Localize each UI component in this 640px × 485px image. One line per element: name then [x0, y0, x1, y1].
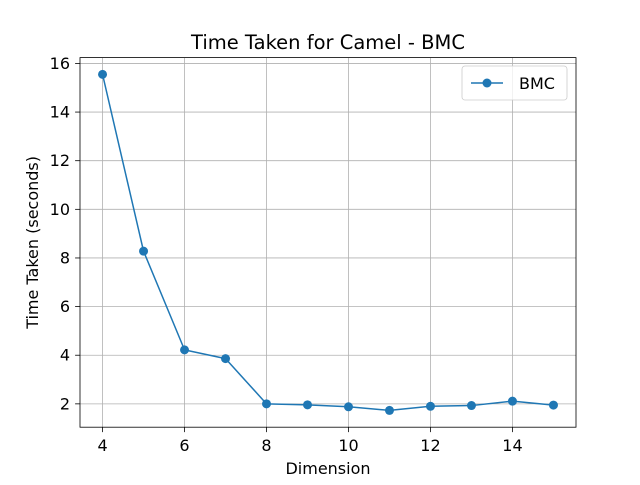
chart-title: Time Taken for Camel - BMC	[190, 31, 465, 54]
data-point	[98, 69, 108, 79]
data-point	[221, 354, 231, 364]
y-tick-label: 4	[60, 346, 70, 365]
data-point	[303, 400, 313, 410]
y-tick-label: 14	[50, 103, 70, 122]
y-ticks: 2 4 6 8 10 12 14 16	[50, 54, 80, 413]
y-tick-label: 8	[60, 248, 70, 267]
data-point	[384, 405, 394, 415]
legend-box	[461, 65, 568, 101]
x-tick-label: 14	[502, 436, 522, 455]
x-ticks: 4 6 8 10 12 14	[97, 427, 523, 455]
data-point	[548, 400, 558, 410]
y-tick-label: 16	[50, 54, 70, 73]
y-tick-label: 6	[60, 297, 70, 316]
x-tick-label: 4	[97, 436, 107, 455]
legend-label: BMC	[519, 74, 555, 93]
plot-frame	[79, 57, 577, 428]
grid	[80, 57, 576, 428]
data-point	[139, 246, 149, 256]
x-tick-label: 12	[420, 436, 440, 455]
series-markers	[98, 69, 558, 415]
x-tick-label: 8	[261, 436, 271, 455]
data-point	[507, 396, 517, 406]
data-point	[466, 401, 476, 411]
y-tick-label: 10	[50, 200, 70, 219]
x-tick-label: 6	[179, 436, 189, 455]
data-point	[343, 402, 353, 412]
data-point	[425, 401, 435, 411]
x-tick-label: 10	[338, 436, 358, 455]
y-tick-label: 12	[50, 151, 70, 170]
y-tick-label: 2	[60, 394, 70, 413]
legend-marker-swatch	[482, 78, 492, 88]
legend: BMC	[461, 65, 568, 101]
series-lines	[101, 74, 554, 412]
data-point	[180, 345, 190, 355]
y-axis-label: Time Taken (seconds)	[23, 156, 42, 330]
data-point	[262, 399, 272, 409]
x-axis-label: Dimension	[285, 459, 370, 478]
series-line-bmc	[101, 74, 554, 412]
